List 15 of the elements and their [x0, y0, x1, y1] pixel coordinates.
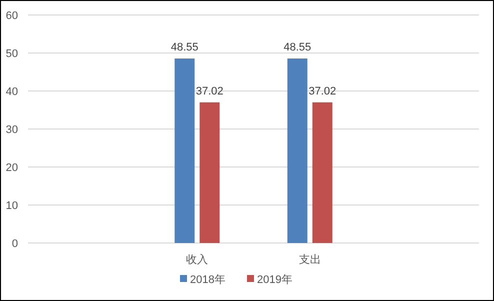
y-tick-label: 30 [6, 124, 18, 136]
data-label: 37.02 [308, 85, 336, 98]
category: 收入 [186, 254, 208, 266]
y-tick-label: 10 [6, 200, 18, 212]
y-tick-label: 60 [6, 10, 18, 22]
data-label: 37.02 [196, 85, 224, 98]
legend-label: 2019年 [257, 274, 292, 286]
data-label: 48.55 [284, 42, 312, 54]
legend-label: 2018年 [190, 274, 226, 286]
data-label: 48.55 [170, 42, 198, 54]
y-tick-label: 0 [12, 238, 18, 250]
y-tick-label: 20 [6, 162, 18, 174]
category: 支出 [298, 254, 321, 266]
y-tick-label: 40 [6, 86, 18, 98]
y-tick-label: 50 [6, 48, 18, 60]
